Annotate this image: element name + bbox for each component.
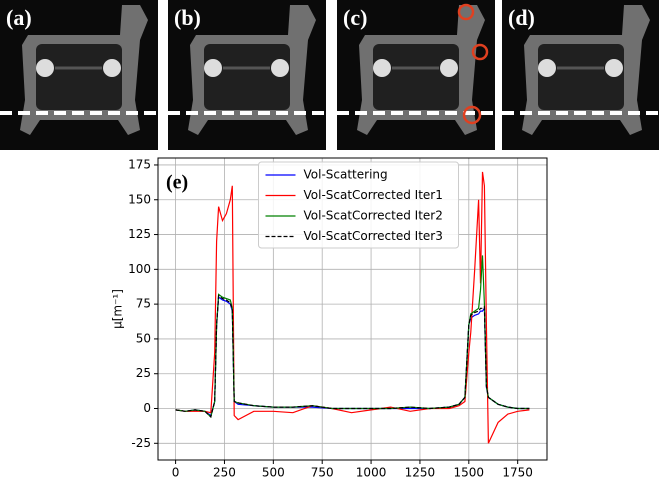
y-tick-label: 100 (128, 262, 151, 276)
x-tick-label: 1500 (454, 466, 485, 480)
x-tick-label: 1750 (502, 466, 533, 480)
legend-label: Vol-Scattering (304, 168, 388, 182)
y-tick-label: 50 (136, 331, 151, 345)
panel-label: (c) (343, 5, 367, 30)
image-c (335, 0, 497, 152)
y-tick-label: 25 (136, 366, 151, 380)
x-tick-label: 750 (311, 466, 334, 480)
plot-frame (157, 157, 548, 461)
series-line (175, 171, 530, 444)
y-tick-label: 0 (143, 401, 151, 415)
legend-box (258, 161, 459, 249)
x-tick-label: 1250 (405, 466, 436, 480)
x-tick-label: 0 (172, 466, 180, 480)
annotation: (e) (166, 172, 188, 194)
panel-label: (d) (508, 5, 535, 30)
panel-label: (b) (174, 5, 201, 30)
legend-label: Vol-ScatCorrected Iter3 (304, 229, 443, 243)
legend: Vol-Scattering Vol-ScatCorrected Iter1 Vol… (258, 161, 459, 249)
y-tick-label: 125 (128, 227, 151, 241)
y-axis-label: μ[m⁻¹] (111, 289, 125, 329)
x-tick-label: 1000 (356, 466, 387, 480)
y-tick-label: -25 (131, 436, 151, 450)
y-tick-label: 150 (128, 192, 151, 206)
legend-label: Vol-ScatCorrected Iter2 (304, 209, 443, 223)
y-tick-label: 75 (136, 297, 151, 311)
x-tick-label: 500 (262, 466, 285, 480)
series-line (175, 296, 530, 417)
y-tick-label: 175 (128, 157, 151, 171)
panel-label: (a) (6, 5, 32, 30)
legend-label: Vol-ScatCorrected Iter1 (304, 188, 443, 202)
x-tick-label: 250 (213, 466, 236, 480)
series-line (175, 255, 530, 419)
series-line (175, 294, 530, 419)
